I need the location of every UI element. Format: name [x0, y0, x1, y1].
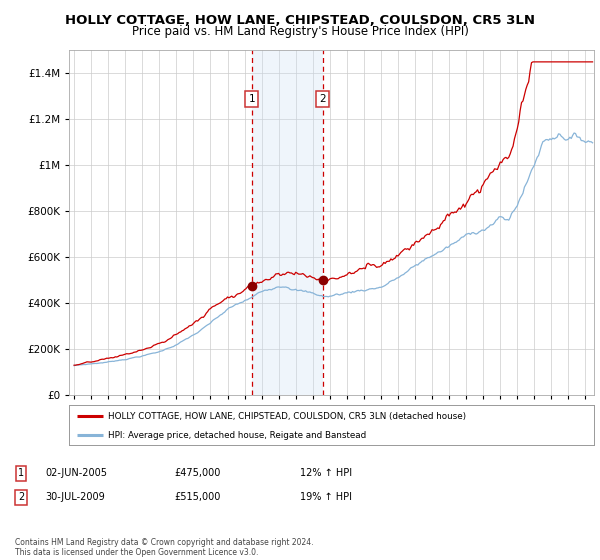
Text: 1: 1: [248, 94, 255, 104]
Text: 2: 2: [18, 492, 24, 502]
Text: 12% ↑ HPI: 12% ↑ HPI: [300, 468, 352, 478]
Text: Contains HM Land Registry data © Crown copyright and database right 2024.
This d: Contains HM Land Registry data © Crown c…: [15, 538, 314, 557]
Text: 02-JUN-2005: 02-JUN-2005: [45, 468, 107, 478]
Text: Price paid vs. HM Land Registry's House Price Index (HPI): Price paid vs. HM Land Registry's House …: [131, 25, 469, 38]
Text: 19% ↑ HPI: 19% ↑ HPI: [300, 492, 352, 502]
Text: £475,000: £475,000: [174, 468, 220, 478]
Text: 1: 1: [18, 468, 24, 478]
Text: 2: 2: [319, 94, 326, 104]
Text: HOLLY COTTAGE, HOW LANE, CHIPSTEAD, COULSDON, CR5 3LN: HOLLY COTTAGE, HOW LANE, CHIPSTEAD, COUL…: [65, 14, 535, 27]
Text: £515,000: £515,000: [174, 492, 220, 502]
Text: HPI: Average price, detached house, Reigate and Banstead: HPI: Average price, detached house, Reig…: [109, 431, 367, 440]
Bar: [252, 50, 323, 395]
Text: 30-JUL-2009: 30-JUL-2009: [45, 492, 105, 502]
Text: HOLLY COTTAGE, HOW LANE, CHIPSTEAD, COULSDON, CR5 3LN (detached house): HOLLY COTTAGE, HOW LANE, CHIPSTEAD, COUL…: [109, 412, 467, 421]
